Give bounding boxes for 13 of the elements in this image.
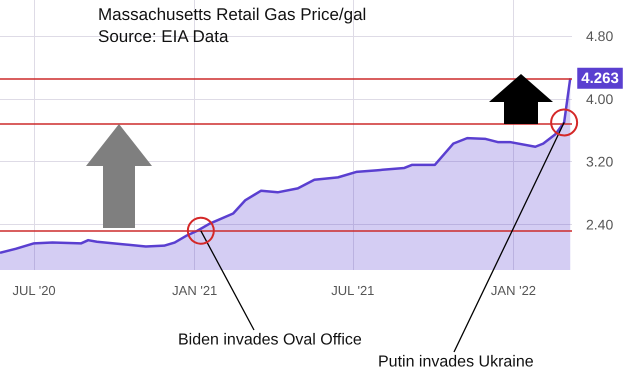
y-tick-label: 3.20 <box>586 154 614 170</box>
x-tick-label: JUL '21 <box>331 283 374 298</box>
y-tick-label: 4.80 <box>586 28 614 44</box>
chart-title: Massachusetts Retail Gas Price/gal <box>98 5 366 24</box>
annotation: Source: EIA Data <box>98 27 229 46</box>
y-tick-label: 2.40 <box>586 216 614 232</box>
data-label: 4.263 <box>581 70 619 87</box>
x-tick-label: JUL '20 <box>12 283 56 298</box>
x-tick-label: JAN '22 <box>490 283 536 298</box>
x-tick-label: JAN '21 <box>172 283 218 298</box>
annotation: Biden invades Oval Office <box>178 332 362 348</box>
annotation: Putin invades Ukraine <box>378 354 534 370</box>
y-tick-label: 4.00 <box>586 90 614 107</box>
